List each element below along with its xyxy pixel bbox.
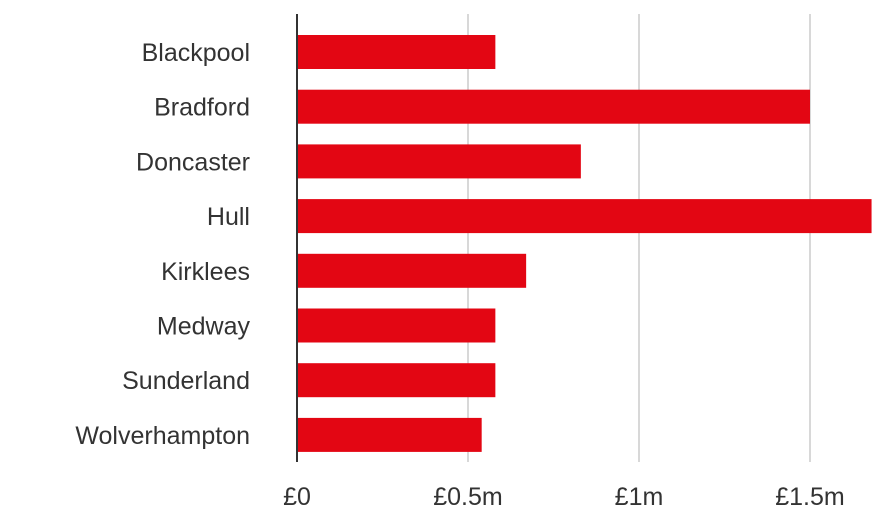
x-tick-label: £1.5m — [775, 483, 844, 511]
x-tick-label: £1m — [615, 483, 664, 511]
category-label: Sunderland — [122, 367, 250, 395]
category-label: Bradford — [154, 94, 250, 122]
x-tick-labels: £0 £0.5m £1m £1.5m — [283, 483, 845, 511]
bar — [297, 144, 581, 179]
bar — [297, 363, 496, 398]
x-tick-label: £0 — [283, 483, 311, 511]
category-label: Blackpool — [142, 39, 250, 67]
category-label: Hull — [207, 203, 250, 231]
bar — [297, 253, 527, 288]
category-labels: Blackpool Bradford Doncaster Hull Kirklees Me… — [75, 39, 250, 450]
category-label: Wolverhampton — [75, 422, 250, 450]
bar — [297, 89, 810, 124]
bar — [297, 199, 872, 234]
category-label: Doncaster — [136, 148, 250, 176]
bar — [297, 308, 496, 343]
bars — [297, 35, 872, 452]
category-label: Kirklees — [161, 258, 250, 286]
category-label: Medway — [157, 313, 251, 341]
bar — [297, 35, 496, 69]
x-tick-label: £0.5m — [433, 483, 502, 511]
bar — [297, 417, 482, 452]
gridlines — [467, 14, 811, 462]
